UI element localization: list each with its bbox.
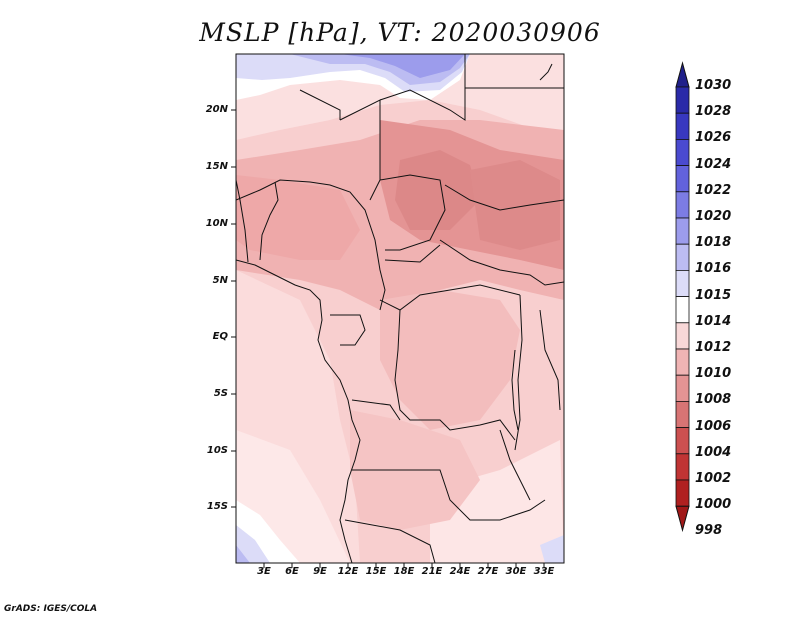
lon-label-6e: 6E [285,566,299,577]
lat-label-10s: 10S [206,445,228,456]
colorbar-label: 1018 [695,235,732,251]
lon-label-9e: 9E [313,566,327,577]
colorbar-top-arrow [675,61,690,88]
lon-label-18e: 18E [393,566,415,577]
credit-text: GrADS: IGES/COLA [4,604,98,614]
lon-label-12e: 12E [337,566,359,577]
map-frame [235,53,565,564]
colorbar-swatch [675,374,690,402]
lat-label-5s: 5S [213,388,228,399]
lat-label-eq: EQ [212,331,228,342]
colorbar-label: 1022 [695,182,732,198]
colorbar-swatch [675,112,690,140]
colorbar-swatch [675,453,690,481]
colorbar-swatch [675,400,690,428]
colorbar-label: 998 [695,523,723,539]
country-borders [236,54,564,563]
colorbar-label: 1020 [695,209,732,224]
colorbar [675,61,690,533]
lon-label-33e: 33E [533,566,555,577]
colorbar-swatch [675,479,690,507]
colorbar-swatch [675,296,690,324]
lon-label-15e: 15E [365,566,387,577]
axis-ticks [231,109,545,568]
pressure-field [236,54,564,563]
lon-label-30e: 30E [505,566,527,577]
lat-label-20n: 20N [205,104,228,115]
colorbar-swatch [675,243,690,271]
colorbar-label: 1014 [695,313,732,329]
colorbar-label: 1004 [695,444,732,460]
colorbar-label: 1006 [695,418,732,434]
colorbar-swatch [675,86,690,114]
lon-label-3e: 3E [257,566,271,577]
colorbar-swatch [675,269,690,297]
colorbar-swatch [675,322,690,350]
colorbar-label: 1028 [695,104,732,120]
colorbar-label: 1008 [695,392,732,408]
lon-label-24e: 24E [449,566,471,577]
lat-label-5n: 5N [212,275,228,286]
colorbar-swatch [675,191,690,219]
colorbar-swatch [675,138,690,166]
colorbar-label: 1030 [695,78,732,93]
lat-label-10n: 10N [205,218,228,229]
lat-label-15s: 15S [206,501,228,512]
lat-label-15n: 15N [205,161,228,172]
colorbar-swatch [675,348,690,376]
colorbar-label: 1015 [695,287,732,303]
colorbar-label: 1002 [695,471,732,486]
colorbar-swatch [675,217,690,245]
colorbar-label: 1026 [695,130,732,146]
colorbar-label: 1010 [695,366,732,382]
colorbar-label: 1000 [695,497,732,513]
colorbar-label: 1024 [695,156,732,172]
lon-label-21e: 21E [421,566,443,577]
colorbar-label: 1016 [695,261,732,277]
colorbar-bottom-arrow [675,505,690,533]
colorbar-swatch [675,165,690,193]
colorbar-swatch [675,427,690,455]
map-title: MSLP [hPa], VT: 2020030906 [199,18,601,47]
colorbar-label: 1012 [695,340,732,355]
lon-label-27e: 27E [477,566,499,577]
